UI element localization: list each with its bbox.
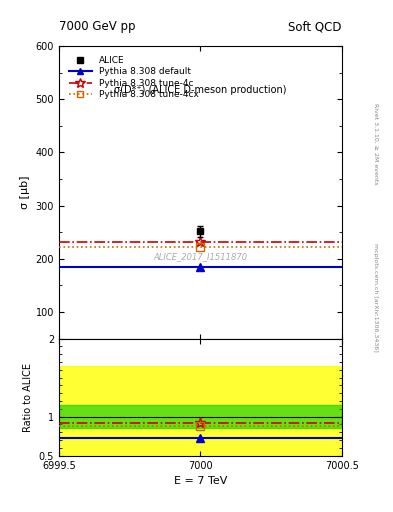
Bar: [59, 366, 342, 463]
Legend: ALICE, Pythia 8.308 default, Pythia 8.308 tune-4c, Pythia 8.308 tune-4cx: ALICE, Pythia 8.308 default, Pythia 8.30…: [66, 54, 201, 102]
Y-axis label: σ [μb]: σ [μb]: [20, 176, 30, 209]
Text: Soft QCD: Soft QCD: [288, 20, 342, 33]
Bar: [59, 405, 342, 429]
Y-axis label: Ratio to ALICE: Ratio to ALICE: [23, 362, 33, 432]
Text: mcplots.cern.ch [arXiv:1306.3436]: mcplots.cern.ch [arXiv:1306.3436]: [373, 243, 378, 351]
Text: Rivet 3.1.10, ≥ 2M events: Rivet 3.1.10, ≥ 2M events: [373, 102, 378, 184]
X-axis label: E = 7 TeV: E = 7 TeV: [174, 476, 227, 486]
Text: σ(D*⁺) (ALICE D-meson production): σ(D*⁺) (ALICE D-meson production): [114, 85, 286, 95]
Text: ALICE_2017_I1511870: ALICE_2017_I1511870: [153, 252, 248, 261]
Text: 7000 GeV pp: 7000 GeV pp: [59, 20, 136, 33]
